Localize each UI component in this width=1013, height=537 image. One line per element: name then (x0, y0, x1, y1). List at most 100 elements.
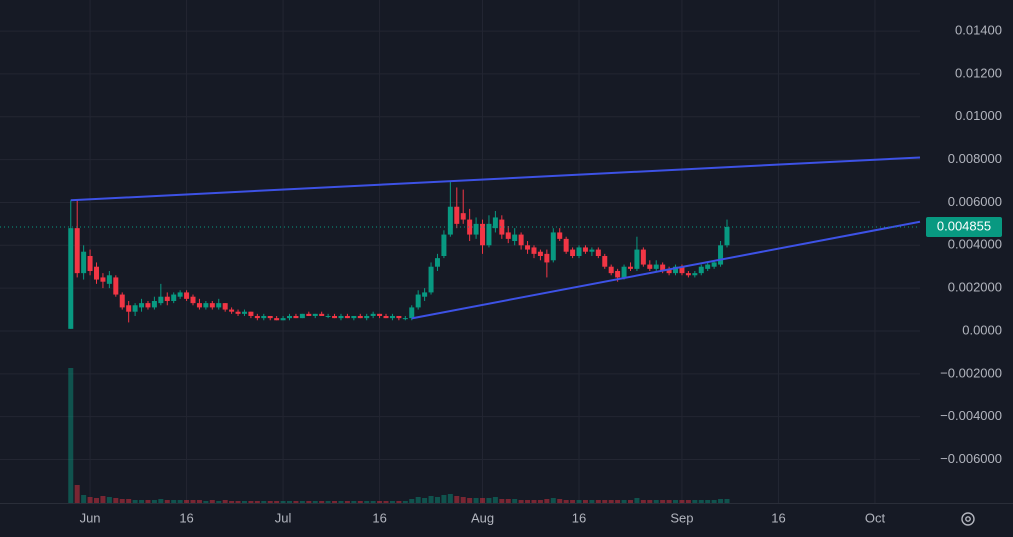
candle-body (563, 238, 569, 252)
candle-body (550, 232, 556, 261)
candle-body (685, 273, 691, 276)
candle-body (473, 223, 479, 235)
candle-body (344, 315, 350, 319)
x-tick-label: 16 (572, 510, 586, 525)
candle-body (640, 249, 646, 265)
candle-body (280, 318, 286, 321)
volume-bar (473, 498, 479, 503)
trendline (411, 220, 921, 320)
volume-bar (235, 501, 241, 503)
y-tick-label: −0.006000 (940, 451, 1002, 466)
candle-body (235, 311, 241, 314)
candle-body (621, 266, 627, 278)
volume-bar (621, 500, 627, 503)
candle-body (139, 303, 145, 308)
candle-body (364, 315, 370, 319)
volume-bar (608, 500, 614, 503)
volume-bar (480, 498, 486, 503)
x-tick-label: 16 (771, 510, 785, 525)
volume-bar (351, 501, 357, 503)
volume-bar (627, 500, 633, 503)
candle-body (171, 294, 177, 301)
volume-bar (698, 500, 704, 503)
volume-bar (486, 498, 492, 503)
volume-bar (409, 499, 415, 503)
x-tick-label: 16 (179, 510, 193, 525)
candle-body (615, 270, 621, 278)
candle-body (570, 249, 576, 256)
candle-body (74, 228, 80, 274)
candle-body (415, 294, 421, 308)
volume-bar (222, 500, 228, 503)
volume-bar (287, 501, 293, 503)
volume-bar (377, 501, 383, 503)
x-tick-label: 16 (372, 510, 386, 525)
last-price-box (926, 216, 1002, 237)
candle-body (486, 223, 492, 246)
candle-body (396, 315, 402, 319)
candle-body (718, 245, 724, 265)
volume-bar (216, 501, 222, 503)
trendline (70, 156, 921, 202)
candle-body (499, 219, 505, 235)
volume-bar (293, 501, 299, 503)
candle-body (312, 313, 318, 316)
candle-body (402, 318, 408, 320)
candle-body (299, 313, 305, 319)
candle-body (531, 247, 537, 254)
settings-icon[interactable] (961, 512, 975, 526)
volume-bar (544, 499, 550, 503)
volume-bar (203, 501, 209, 503)
candle-body (576, 247, 582, 256)
candle-body (319, 313, 325, 316)
candle-body (460, 213, 466, 220)
candle-body (447, 206, 453, 235)
candle-body (692, 273, 698, 276)
volume-bar (389, 501, 395, 503)
volume-bar (254, 501, 260, 503)
candle-body (293, 315, 299, 319)
candle-body (512, 234, 518, 242)
y-tick-label: 0.004000 (948, 237, 1002, 252)
candle-body (338, 315, 344, 319)
volume-bar (94, 498, 100, 503)
candle-body (544, 253, 550, 263)
volume-bar (81, 495, 87, 503)
volume-bar (647, 500, 653, 503)
y-tick-label: 0.01400 (955, 23, 1002, 38)
x-tick-label: Oct (865, 510, 886, 525)
candle-body (660, 264, 666, 271)
candle-body (454, 206, 460, 224)
volume-bar (267, 501, 273, 503)
candle-body (383, 315, 389, 319)
candle-body (184, 292, 190, 299)
volume-bar (467, 498, 473, 503)
volume-bar (711, 500, 717, 503)
candle-body (229, 309, 235, 312)
volume-bar (434, 497, 440, 503)
candle-body (370, 313, 376, 316)
volume-bar (679, 500, 685, 503)
candle-body (480, 223, 486, 246)
volume-bar (660, 500, 666, 503)
candle-body (705, 264, 711, 269)
x-tick-label: Aug (471, 510, 494, 525)
y-tick-label: −0.002000 (940, 365, 1002, 380)
volume-bar (537, 500, 543, 503)
volume-bar (673, 500, 679, 503)
volume-bar (190, 500, 196, 503)
candle-body (151, 300, 157, 308)
last-price-label: 0.004855 (937, 218, 991, 233)
volume-bar (441, 495, 447, 503)
volume-bar (370, 501, 376, 503)
candle-body (306, 313, 312, 316)
candle-body (634, 249, 640, 269)
volume-bar (229, 501, 235, 503)
candle-body (87, 255, 93, 271)
volume-bar (692, 500, 698, 503)
volume-bar (145, 500, 151, 503)
candle-body (106, 275, 112, 284)
candle-body (627, 266, 633, 269)
volume-bar (196, 500, 202, 503)
